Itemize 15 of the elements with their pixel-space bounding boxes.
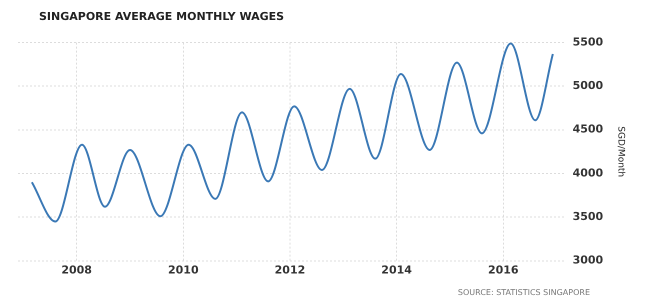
y2-tick-label: 4500 <box>572 122 604 136</box>
x-tick-label: 2014 <box>381 263 412 276</box>
line-series <box>30 42 554 223</box>
y2-tick-label: 5000 <box>572 79 604 92</box>
x-tick-label: 2010 <box>168 263 199 276</box>
x-tick-label: 2012 <box>274 263 306 276</box>
chart-title: SINGAPORE AVERAGE MONTHLY WAGES <box>39 10 284 23</box>
x-tick-label: 2008 <box>61 263 92 276</box>
source-note: SOURCE: STATISTICS SINGAPORE <box>458 288 590 297</box>
y2-tick-label: 4000 <box>572 166 604 180</box>
y2-tick-label: 5500 <box>572 35 604 48</box>
x-tick-label: 2016 <box>488 263 519 276</box>
y2-tick-label: 3500 <box>572 210 604 224</box>
y2-axis-title: SGD/Month <box>615 126 626 178</box>
y2-tick-label: 3000 <box>572 254 604 267</box>
